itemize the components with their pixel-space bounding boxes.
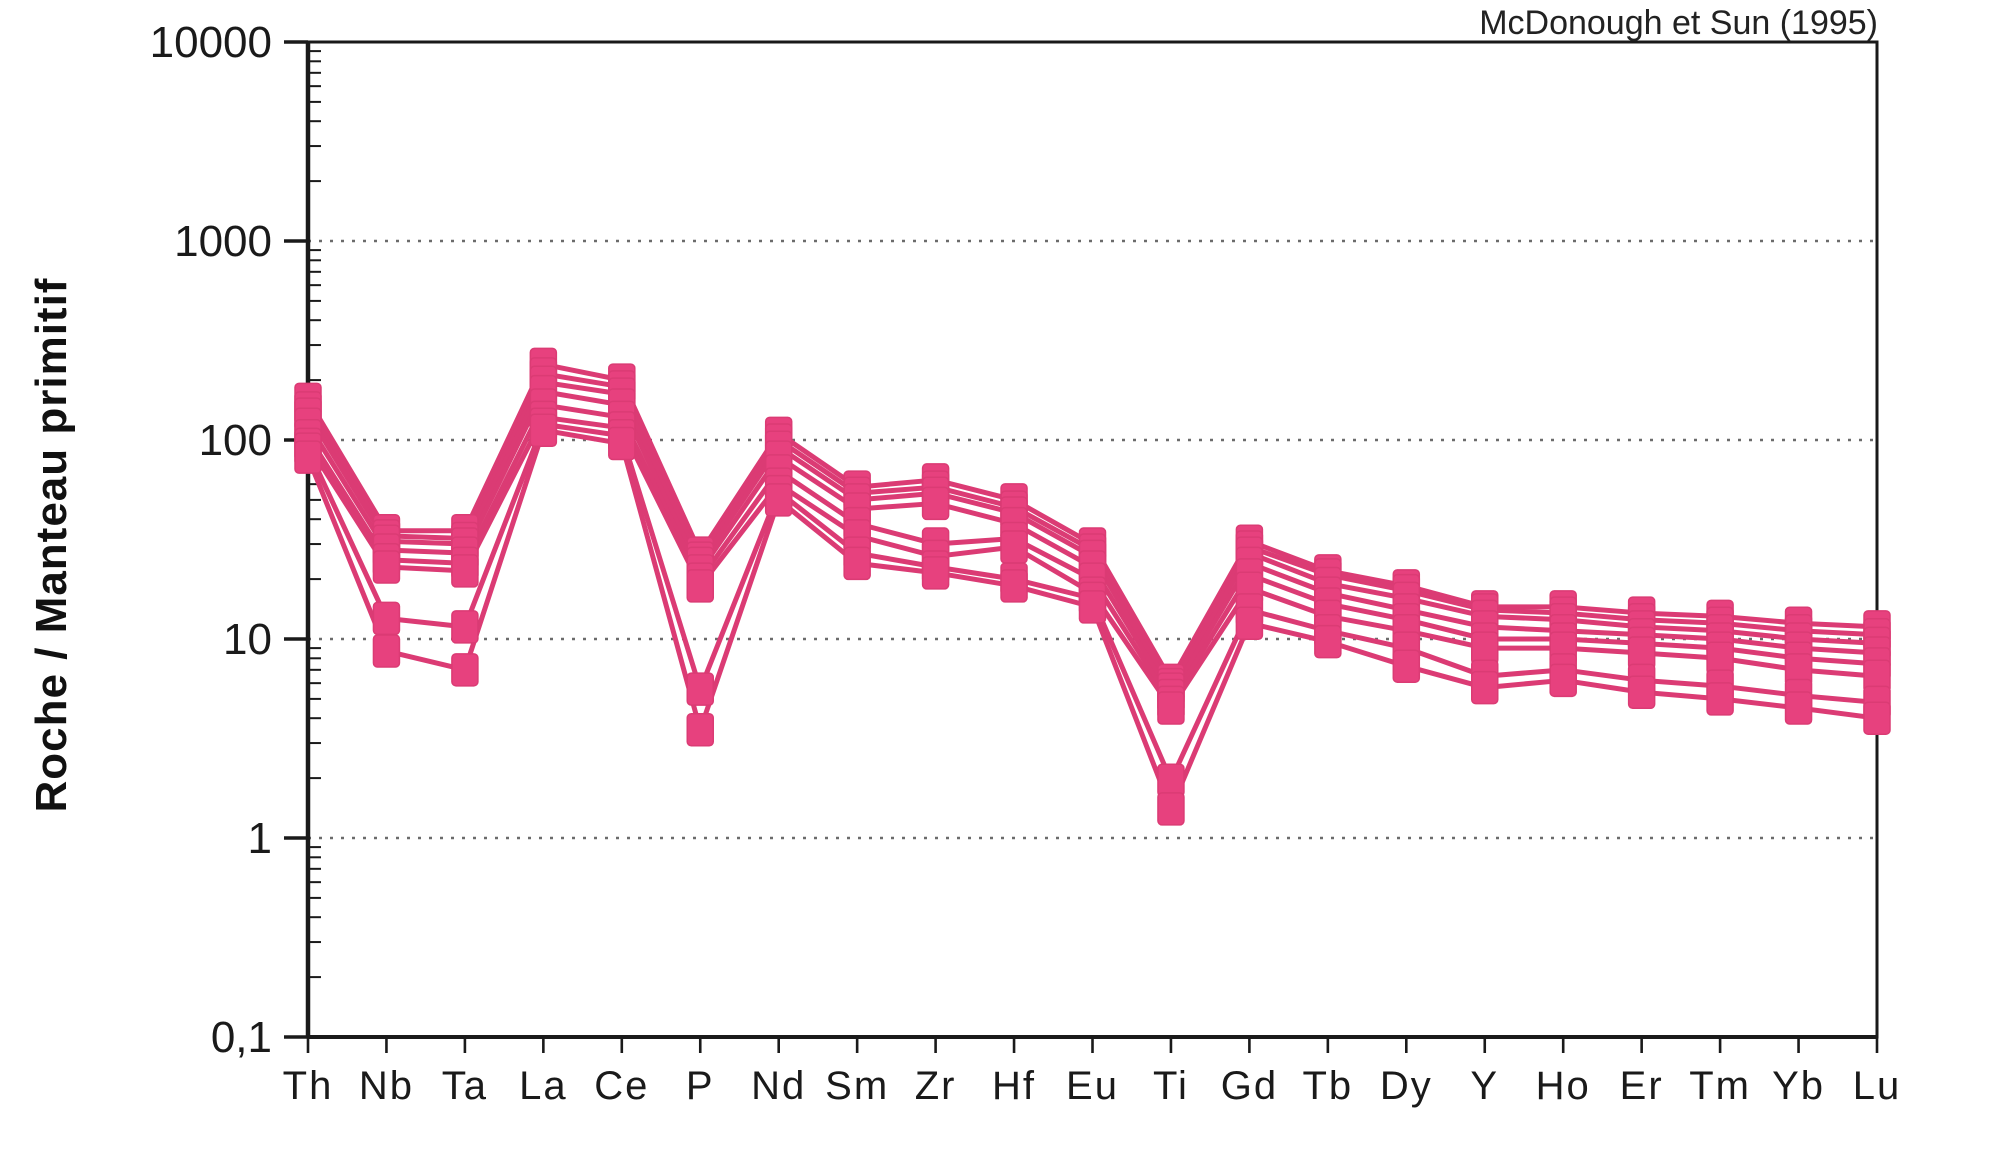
data-marker xyxy=(1471,631,1499,665)
data-marker xyxy=(372,601,401,636)
data-marker xyxy=(529,413,558,447)
data-marker xyxy=(1157,691,1185,725)
data-marker xyxy=(686,672,714,706)
x-tick-label: Ti xyxy=(1153,1064,1189,1108)
data-marker xyxy=(1863,701,1891,735)
x-tick-label: P xyxy=(686,1064,715,1108)
x-tick-label: Lu xyxy=(1853,1064,1902,1108)
x-tick-label: Hf xyxy=(992,1064,1036,1108)
data-marker xyxy=(1157,763,1185,798)
data-marker xyxy=(921,486,950,521)
data-marker xyxy=(1471,670,1499,705)
data-marker xyxy=(1549,663,1577,698)
data-marker xyxy=(372,550,401,584)
y-tick-label: 10000 xyxy=(150,18,272,67)
data-marker xyxy=(451,610,479,644)
data-marker xyxy=(451,554,479,588)
x-tick-label: Sm xyxy=(825,1064,889,1108)
x-tick-label: Y xyxy=(1470,1064,1499,1108)
x-tick-label: La xyxy=(519,1064,568,1108)
data-marker xyxy=(764,483,793,517)
data-marker xyxy=(686,712,714,747)
data-marker xyxy=(1627,675,1656,710)
x-tick-label: Tb xyxy=(1303,1064,1354,1108)
x-tick-label: Nb xyxy=(359,1064,414,1108)
x-tick-label: Ta xyxy=(442,1064,488,1108)
data-marker xyxy=(1157,792,1185,826)
x-tick-label: Er xyxy=(1620,1064,1664,1108)
reference-annotation: McDonough et Sun (1995) xyxy=(1479,4,1878,42)
y-tick-label: 1 xyxy=(248,814,272,863)
x-tick-label: Ho xyxy=(1536,1064,1591,1108)
data-marker xyxy=(1078,590,1107,624)
y-tick-label: 100 xyxy=(199,416,272,465)
y-axis-title: Roche / Manteau primitif xyxy=(27,277,76,813)
x-tick-label: Yb xyxy=(1772,1064,1825,1108)
data-marker xyxy=(372,634,401,668)
y-tick-label: 1000 xyxy=(174,217,272,266)
data-marker xyxy=(608,426,636,461)
data-marker xyxy=(1392,649,1421,683)
data-marker xyxy=(1235,606,1264,640)
data-marker xyxy=(686,569,714,603)
data-marker xyxy=(921,556,950,590)
x-tick-label: Zr xyxy=(915,1064,957,1108)
y-tick-label: 10 xyxy=(223,615,272,664)
data-marker xyxy=(843,546,871,581)
y-tick-label: 0,1 xyxy=(211,1013,272,1062)
x-tick-label: Tm xyxy=(1689,1064,1751,1108)
data-marker xyxy=(1000,569,1028,603)
x-tick-label: Eu xyxy=(1066,1064,1119,1108)
data-marker xyxy=(1000,530,1028,564)
x-tick-label: Ce xyxy=(594,1064,649,1108)
data-marker xyxy=(1314,624,1342,659)
data-marker xyxy=(1706,682,1734,716)
data-marker xyxy=(451,653,479,687)
data-marker xyxy=(294,440,322,474)
x-tick-label: Dy xyxy=(1380,1064,1433,1108)
data-marker xyxy=(1784,691,1813,725)
x-tick-label: Th xyxy=(283,1064,334,1108)
x-tick-label: Nd xyxy=(751,1064,806,1108)
x-tick-label: Gd xyxy=(1221,1064,1278,1108)
